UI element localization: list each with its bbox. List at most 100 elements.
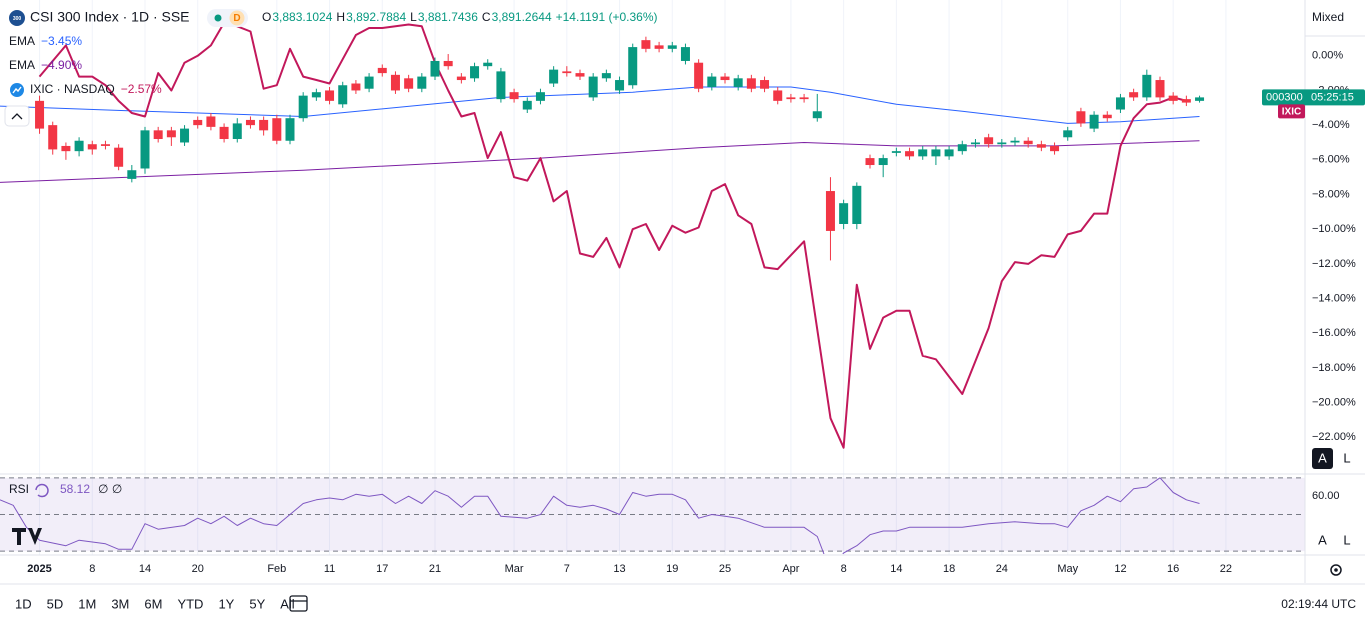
x-tick-label: 19 (666, 563, 678, 575)
candle-body (311, 92, 321, 98)
price-tag-countdown: 05:25:15 (1311, 91, 1354, 103)
range-button[interactable]: 1M (78, 596, 96, 611)
auto-button-label: A (1318, 450, 1327, 465)
delay-badge (229, 10, 245, 26)
candle-body (272, 118, 282, 141)
candle-body (456, 76, 466, 81)
delay-badge-text: D (233, 13, 240, 24)
legend-name[interactable]: EMA (9, 58, 35, 72)
ohlc-label: H (336, 10, 345, 24)
x-tick-label: Apr (782, 563, 799, 575)
compare-tag-label: IXIC (1282, 107, 1301, 118)
rsi-log-button[interactable]: L (1343, 532, 1350, 547)
candle-body (377, 67, 387, 74)
candle-body (786, 97, 796, 100)
candle-body (298, 95, 308, 119)
log-button-label[interactable]: L (1343, 450, 1350, 465)
rsi-auto-button[interactable]: A (1318, 532, 1327, 547)
status-dot (214, 14, 222, 22)
candle-body (232, 123, 242, 140)
ohlc-value: 3,881.7436 (418, 10, 478, 24)
ohlc-label: C (482, 10, 491, 24)
x-tick-label: 14 (139, 563, 151, 575)
legend-value: −2.57% (121, 82, 162, 96)
legend-name[interactable]: EMA (9, 34, 35, 48)
range-button[interactable]: 5D (47, 596, 64, 611)
x-tick-label: 13 (613, 563, 625, 575)
calendar-icon[interactable] (289, 595, 308, 612)
y-tick-label: −16.00% (1312, 327, 1356, 339)
candle-body (852, 185, 862, 224)
range-button[interactable]: 6M (144, 596, 162, 611)
rsi-name[interactable]: RSI (9, 482, 29, 496)
candle-body (707, 76, 717, 87)
candle-body (799, 97, 809, 100)
compare-tag (1278, 104, 1305, 119)
candle-body (997, 142, 1007, 145)
plot-area (0, 21, 1205, 449)
candle-body (285, 118, 295, 141)
rsi-inputs: ∅ ∅ (98, 482, 122, 496)
tv-logo (12, 528, 42, 545)
candle-body (667, 45, 677, 49)
x-tick-label: 12 (1114, 563, 1126, 575)
ohlc-value: 3,883.1024 (272, 10, 332, 24)
candle-body (61, 145, 71, 152)
legend-name[interactable]: IXIC · NASDAQ (30, 82, 115, 96)
range-button[interactable]: 1Y (218, 596, 234, 611)
candle-body (615, 80, 625, 91)
x-tick-label: 25 (719, 563, 731, 575)
candle-body (865, 158, 875, 166)
candle-body (1036, 144, 1046, 148)
range-button[interactable]: 3M (111, 596, 129, 611)
candle-body (180, 128, 190, 143)
candle-body (153, 130, 163, 140)
range-button[interactable]: 1D (15, 596, 32, 611)
bottom-toolbar: 02:19:44 UTC 1D 5D 1M 3M 6M YTD 1Y 5Y All (15, 595, 1356, 612)
settings-icon-center (1334, 568, 1338, 572)
candle-body (259, 119, 269, 131)
right-controls: Mixed A L A L 000300 05:25:15 IXIC (1262, 10, 1365, 576)
ohlc-value: 3,892.7884 (346, 10, 406, 24)
settings-icon[interactable] (1330, 564, 1342, 576)
range-button[interactable]: YTD (177, 596, 203, 611)
x-tick-label: 16 (1167, 563, 1179, 575)
candle-body (984, 137, 994, 145)
candle-body (114, 147, 124, 167)
y-tick-label: −8.00% (1312, 188, 1350, 200)
x-tick-label: 20 (192, 563, 204, 575)
candle-body (760, 80, 770, 89)
candle-body (1155, 80, 1165, 98)
auto-button[interactable] (1312, 448, 1333, 469)
candle-body (1115, 97, 1125, 110)
candle-body (338, 85, 348, 105)
range-button[interactable]: All (280, 596, 295, 611)
candle-body (87, 144, 97, 150)
clock[interactable]: 02:19:44 UTC (1281, 597, 1356, 611)
symbol-title[interactable]: CSI 300 Index · 1D · SSE (30, 9, 190, 25)
candle-body (601, 73, 611, 79)
legend-value: −3.45% (41, 34, 82, 48)
candle-body (364, 76, 374, 89)
collapse-button[interactable] (4, 105, 30, 127)
x-tick-label: 8 (841, 563, 847, 575)
candle-body (430, 60, 440, 77)
x-tick-label: 24 (996, 563, 1008, 575)
rsi-refresh-icon[interactable] (35, 483, 49, 498)
candle-body (206, 116, 216, 127)
candle-body (905, 151, 915, 157)
candle-body (641, 40, 651, 49)
axes: 0.00%−2.00%−4.00%−6.00%−8.00%−10.00%−12.… (27, 50, 1356, 575)
rsi-line (0, 477, 1200, 554)
candle-body (878, 158, 888, 166)
scale-mode[interactable]: Mixed (1312, 10, 1344, 24)
candle-body (1195, 97, 1205, 101)
candle-body (140, 130, 150, 169)
candle-body (470, 66, 480, 79)
range-button[interactable]: 5Y (249, 596, 265, 611)
rsi-value: 58.12 (60, 482, 90, 496)
rsi-pane (0, 477, 1305, 552)
candle-body (496, 71, 506, 100)
candle-body (1181, 99, 1191, 103)
